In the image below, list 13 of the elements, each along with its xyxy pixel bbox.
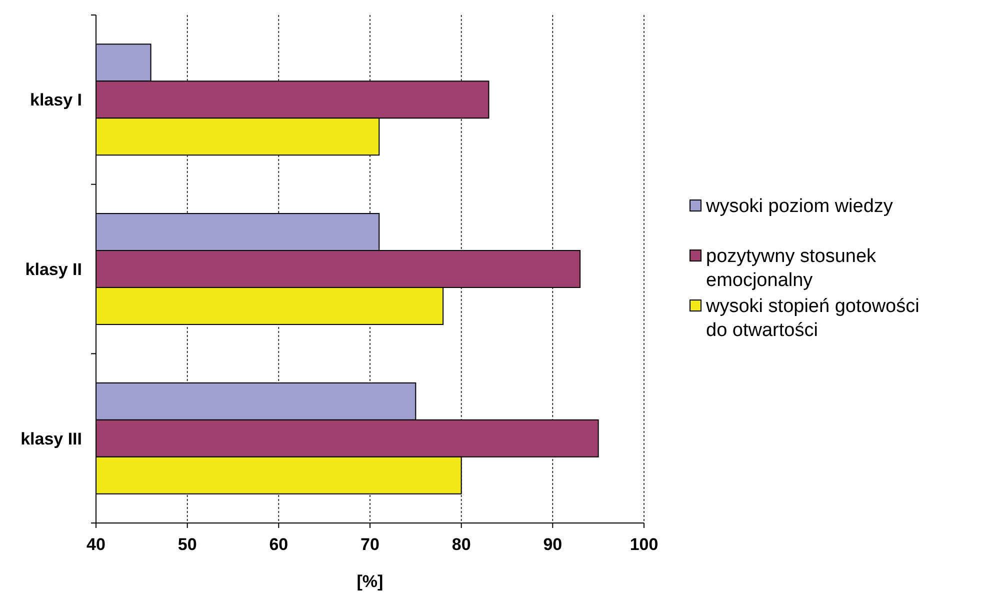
y-tick-label: klasy I bbox=[30, 90, 82, 110]
y-tick-label: klasy III bbox=[20, 429, 82, 448]
x-tick-label: 60 bbox=[269, 535, 288, 554]
x-tick-label: 50 bbox=[178, 535, 197, 554]
x-tick-label: 100 bbox=[630, 535, 658, 554]
x-tick-label: 80 bbox=[452, 535, 471, 554]
legend-label: wysoki poziom wiedzy bbox=[705, 196, 894, 217]
x-tick-label: 90 bbox=[543, 535, 562, 554]
x-tick-label: 70 bbox=[360, 535, 380, 554]
x-axis-title: [%] bbox=[356, 572, 384, 591]
x-tick-label: 40 bbox=[86, 535, 106, 554]
legend-label: wysoki stopień gotowości do otwartości bbox=[705, 296, 920, 341]
y-tick-label: klasy II bbox=[25, 260, 82, 279]
